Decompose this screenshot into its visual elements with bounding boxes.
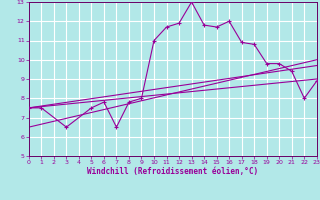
X-axis label: Windchill (Refroidissement éolien,°C): Windchill (Refroidissement éolien,°C) <box>87 167 258 176</box>
